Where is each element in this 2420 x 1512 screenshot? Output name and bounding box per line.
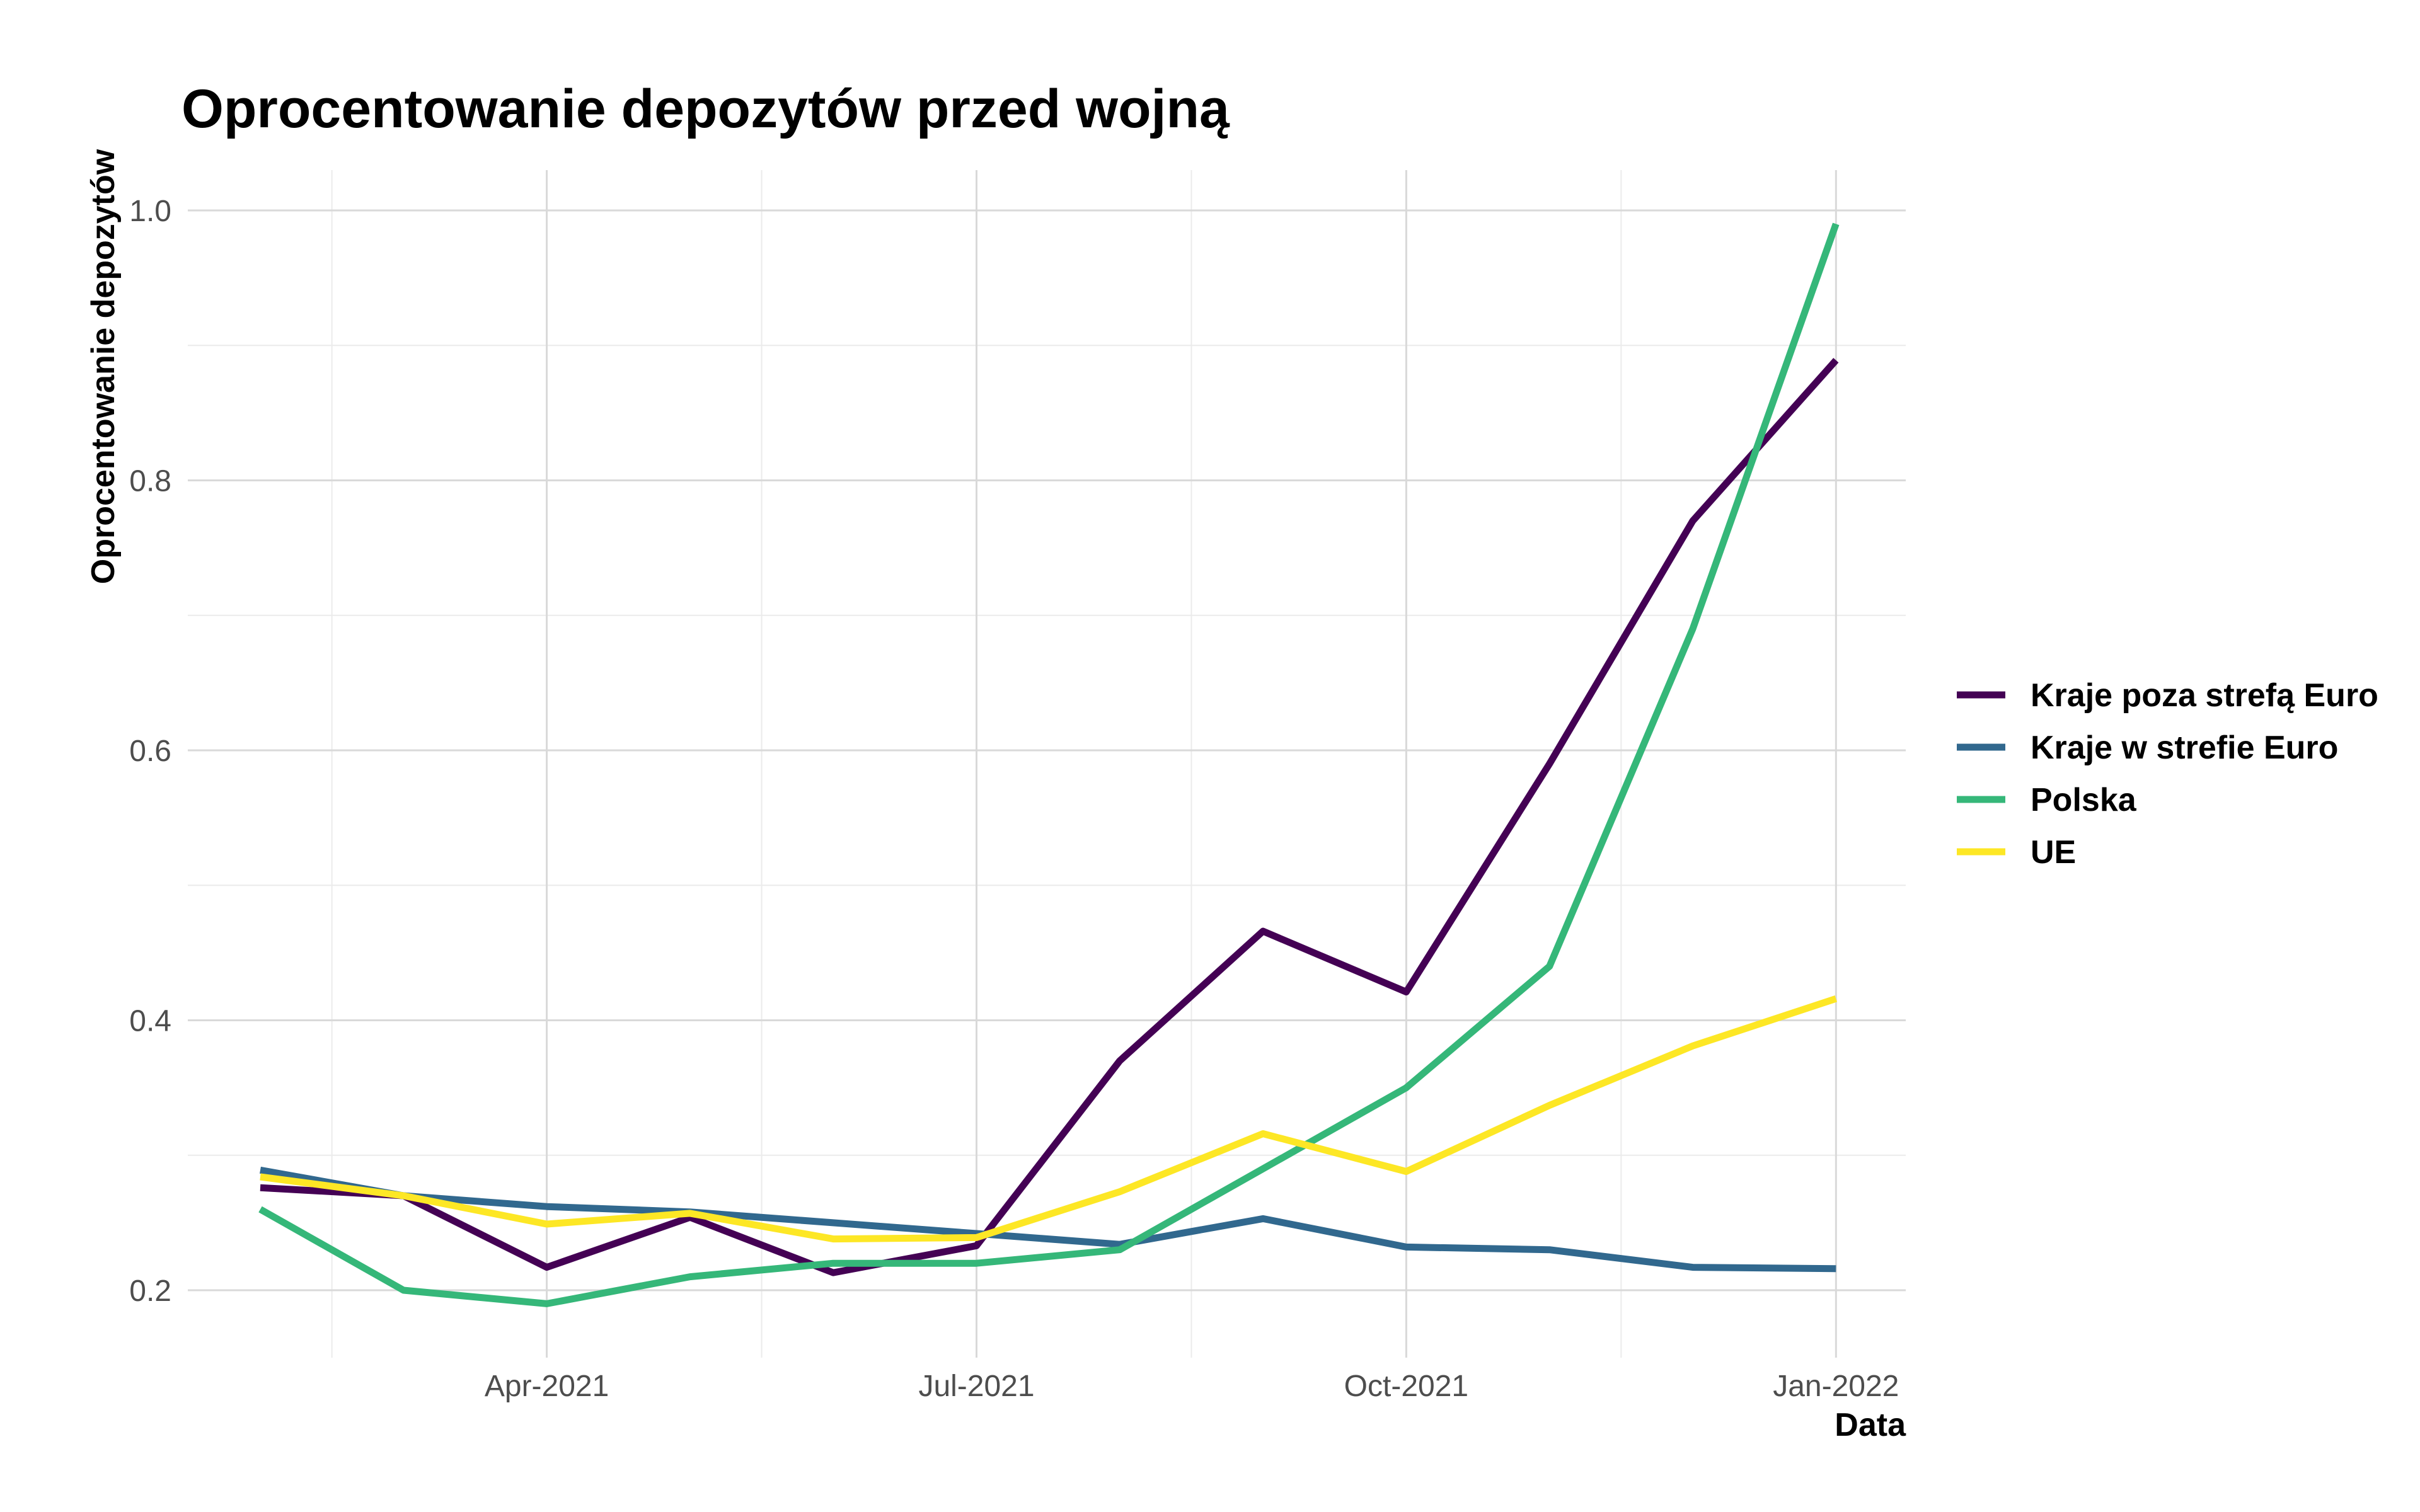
y-tick-label: 0.2 <box>129 1274 171 1308</box>
y-tick-label: 0.8 <box>129 465 171 498</box>
y-tick-label: 1.0 <box>129 195 171 228</box>
series-line-kraje-w-strefie-euro <box>260 1166 1836 1273</box>
series-line-ue <box>260 995 1838 1243</box>
x-tick-label: Apr-2021 <box>485 1370 609 1403</box>
series-line-kraje-poza-stref-euro <box>260 358 1839 1276</box>
legend-label: UE <box>2031 834 2076 871</box>
legend-label: Polska <box>2031 782 2137 818</box>
x-axis-title: Data <box>1835 1407 1906 1443</box>
x-axis: Apr-2021 Jul-2021 Oct-2021 Jan-2022 <box>485 1370 1899 1403</box>
chart-title: Oprocentowanie depozytów przed wojną <box>182 79 1230 139</box>
y-axis: 0.2 0.4 0.6 0.8 1.0 <box>129 195 171 1308</box>
legend-label: Kraje poza strefą Euro <box>2031 677 2378 714</box>
y-axis-title: Oprocentowanie depozytów <box>85 149 122 584</box>
y-tick-label: 0.6 <box>129 735 171 768</box>
series-line-polska <box>258 222 1840 1307</box>
plot-grid <box>188 170 1906 1358</box>
plot-series <box>258 222 1840 1307</box>
x-tick-label: Jan-2022 <box>1773 1370 1899 1403</box>
x-tick-label: Oct-2021 <box>1344 1370 1468 1403</box>
legend-label: Kraje w strefie Euro <box>2031 730 2338 766</box>
legend: Kraje poza strefą Euro Kraje w strefie Eu… <box>1957 677 2378 871</box>
y-tick-label: 0.4 <box>129 1005 171 1038</box>
x-tick-label: Jul-2021 <box>918 1370 1034 1403</box>
